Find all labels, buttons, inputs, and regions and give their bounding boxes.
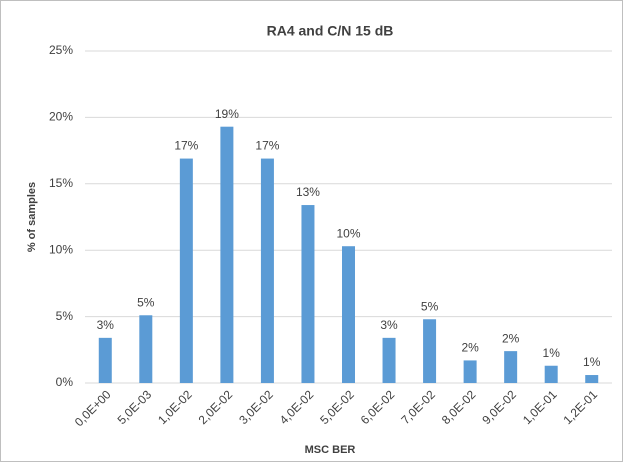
- bar: [98, 337, 112, 383]
- bar: [220, 126, 234, 384]
- y-tick-label: 20%: [49, 110, 73, 124]
- y-tick-label: 25%: [49, 43, 73, 57]
- data-label: 13%: [296, 185, 320, 199]
- bar: [139, 315, 153, 383]
- bar: [504, 351, 518, 383]
- y-tick-label: 15%: [49, 176, 73, 190]
- bar: [260, 158, 274, 383]
- data-label: 2%: [502, 331, 520, 345]
- data-label: 3%: [97, 318, 115, 332]
- bar: [544, 365, 558, 383]
- bar: [585, 375, 599, 383]
- data-label: 17%: [174, 139, 198, 153]
- data-label: 3%: [380, 318, 398, 332]
- x-axis-title: MSC BER: [305, 444, 356, 456]
- data-label: 1%: [583, 355, 601, 369]
- y-tick-label: 0%: [56, 375, 74, 389]
- bar: [463, 360, 477, 383]
- bar: [382, 337, 396, 383]
- bar: [179, 158, 193, 383]
- chart-title: RA4 and C/N 15 dB: [267, 23, 394, 39]
- data-label: 10%: [336, 226, 360, 240]
- bar: [301, 205, 315, 383]
- y-axis-title: % of samples: [26, 182, 38, 252]
- data-label: 2%: [461, 341, 479, 355]
- bar: [423, 319, 437, 383]
- y-tick-label: 5%: [56, 309, 74, 323]
- data-label: 5%: [421, 299, 439, 313]
- data-label: 5%: [137, 295, 155, 309]
- bar: [342, 246, 355, 383]
- data-label: 19%: [215, 107, 239, 121]
- y-tick-label: 10%: [49, 242, 73, 256]
- data-label: 1%: [543, 346, 561, 360]
- data-label: 17%: [255, 139, 279, 153]
